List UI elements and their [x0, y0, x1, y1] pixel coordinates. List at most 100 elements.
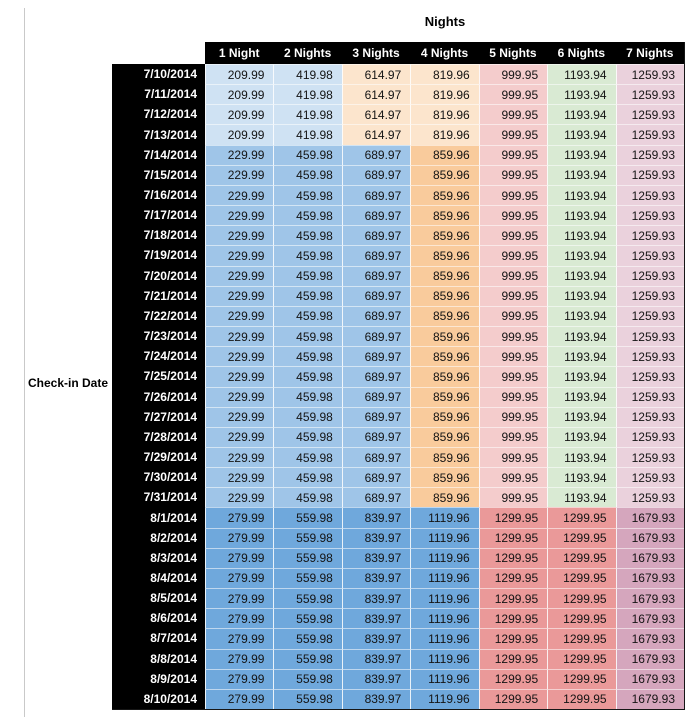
price-cell[interactable]: 559.98 [273, 527, 342, 548]
price-cell[interactable]: 1119.96 [410, 628, 479, 649]
price-cell[interactable]: 459.98 [273, 487, 342, 508]
price-cell[interactable]: 1299.95 [547, 608, 616, 629]
price-cell[interactable]: 1193.94 [547, 184, 616, 206]
price-cell[interactable]: 459.98 [273, 446, 342, 468]
price-cell[interactable]: 1299.95 [547, 507, 616, 528]
price-cell[interactable]: 999.95 [478, 305, 548, 327]
price-cell[interactable]: 229.99 [205, 164, 274, 185]
price-cell[interactable]: 999.95 [478, 326, 548, 347]
price-cell[interactable]: 614.97 [341, 104, 411, 125]
price-cell[interactable]: 279.99 [205, 648, 274, 669]
price-cell[interactable]: 1259.93 [615, 245, 684, 266]
price-cell[interactable]: 1679.93 [615, 648, 684, 669]
price-cell[interactable]: 1119.96 [410, 588, 479, 609]
price-cell[interactable]: 559.98 [273, 648, 342, 669]
price-cell[interactable]: 559.98 [273, 507, 342, 528]
price-cell[interactable]: 459.98 [273, 144, 342, 165]
price-cell[interactable]: 859.96 [410, 245, 479, 266]
price-cell[interactable]: 859.96 [410, 285, 479, 306]
price-cell[interactable]: 1679.93 [615, 588, 684, 609]
price-cell[interactable]: 559.98 [273, 668, 342, 689]
price-cell[interactable]: 859.96 [410, 265, 479, 286]
price-cell[interactable]: 1299.95 [547, 648, 616, 669]
price-cell[interactable]: 859.96 [410, 326, 479, 347]
price-cell[interactable]: 559.98 [273, 608, 342, 629]
price-cell[interactable]: 859.96 [410, 305, 479, 327]
price-cell[interactable]: 1679.93 [615, 507, 684, 528]
price-cell[interactable]: 859.96 [410, 406, 479, 427]
price-cell[interactable]: 689.97 [341, 144, 411, 165]
price-cell[interactable]: 229.99 [205, 305, 274, 327]
price-cell[interactable]: 1259.93 [615, 164, 684, 185]
price-cell[interactable]: 1119.96 [410, 608, 479, 629]
price-cell[interactable]: 1259.93 [615, 104, 684, 125]
price-cell[interactable]: 1299.95 [478, 668, 548, 689]
price-cell[interactable]: 459.98 [273, 426, 342, 447]
price-cell[interactable]: 229.99 [205, 487, 274, 508]
price-cell[interactable]: 999.95 [478, 386, 548, 407]
price-cell[interactable]: 1299.95 [478, 608, 548, 629]
price-cell[interactable]: 459.98 [273, 205, 342, 226]
price-cell[interactable]: 459.98 [273, 184, 342, 206]
price-cell[interactable]: 1193.94 [547, 84, 616, 105]
price-cell[interactable]: 279.99 [205, 628, 274, 649]
price-cell[interactable]: 229.99 [205, 406, 274, 427]
price-cell[interactable]: 1299.95 [547, 547, 616, 568]
price-cell[interactable]: 999.95 [478, 124, 548, 145]
price-cell[interactable]: 839.97 [341, 628, 411, 649]
price-cell[interactable]: 209.99 [205, 124, 274, 145]
price-cell[interactable]: 839.97 [341, 567, 411, 589]
price-cell[interactable]: 839.97 [341, 648, 411, 669]
price-cell[interactable]: 279.99 [205, 507, 274, 528]
price-cell[interactable]: 1193.94 [547, 104, 616, 125]
price-cell[interactable]: 229.99 [205, 326, 274, 347]
price-cell[interactable]: 1259.93 [615, 426, 684, 447]
price-cell[interactable]: 209.99 [205, 104, 274, 125]
price-cell[interactable]: 859.96 [410, 144, 479, 165]
price-cell[interactable]: 279.99 [205, 608, 274, 629]
price-cell[interactable]: 1193.94 [547, 406, 616, 427]
price-cell[interactable]: 419.98 [273, 104, 342, 125]
price-cell[interactable]: 459.98 [273, 285, 342, 306]
price-cell[interactable]: 689.97 [341, 346, 411, 367]
price-cell[interactable]: 819.96 [410, 124, 479, 145]
price-cell[interactable]: 279.99 [205, 688, 274, 709]
price-cell[interactable]: 459.98 [273, 164, 342, 185]
price-cell[interactable]: 229.99 [205, 144, 274, 165]
price-cell[interactable]: 229.99 [205, 205, 274, 226]
price-cell[interactable]: 999.95 [478, 104, 548, 125]
price-cell[interactable]: 999.95 [478, 346, 548, 367]
price-cell[interactable]: 689.97 [341, 406, 411, 427]
price-cell[interactable]: 819.96 [410, 104, 479, 125]
price-cell[interactable]: 459.98 [273, 245, 342, 266]
price-cell[interactable]: 1193.94 [547, 265, 616, 286]
price-cell[interactable]: 859.96 [410, 487, 479, 508]
price-cell[interactable]: 819.96 [410, 84, 479, 105]
price-cell[interactable]: 1299.95 [547, 567, 616, 589]
price-cell[interactable]: 999.95 [478, 205, 548, 226]
price-cell[interactable]: 279.99 [205, 567, 274, 589]
price-cell[interactable]: 459.98 [273, 386, 342, 407]
price-cell[interactable]: 459.98 [273, 225, 342, 246]
price-cell[interactable]: 999.95 [478, 265, 548, 286]
price-cell[interactable]: 999.95 [478, 144, 548, 165]
price-cell[interactable]: 459.98 [273, 346, 342, 367]
price-cell[interactable]: 1679.93 [615, 547, 684, 568]
price-cell[interactable]: 614.97 [341, 84, 411, 105]
price-cell[interactable]: 1193.94 [547, 225, 616, 246]
price-cell[interactable]: 229.99 [205, 446, 274, 468]
price-cell[interactable]: 419.98 [273, 124, 342, 145]
price-cell[interactable]: 999.95 [478, 225, 548, 246]
price-cell[interactable]: 999.95 [478, 184, 548, 206]
price-cell[interactable]: 839.97 [341, 608, 411, 629]
price-cell[interactable]: 459.98 [273, 467, 342, 488]
price-cell[interactable]: 859.96 [410, 366, 479, 387]
price-cell[interactable]: 1193.94 [547, 64, 616, 85]
price-cell[interactable]: 999.95 [478, 487, 548, 508]
price-cell[interactable]: 1193.94 [547, 205, 616, 226]
price-cell[interactable]: 999.95 [478, 84, 548, 105]
price-cell[interactable]: 839.97 [341, 527, 411, 548]
price-cell[interactable]: 1679.93 [615, 628, 684, 649]
price-cell[interactable]: 999.95 [478, 406, 548, 427]
price-cell[interactable]: 1259.93 [615, 346, 684, 367]
